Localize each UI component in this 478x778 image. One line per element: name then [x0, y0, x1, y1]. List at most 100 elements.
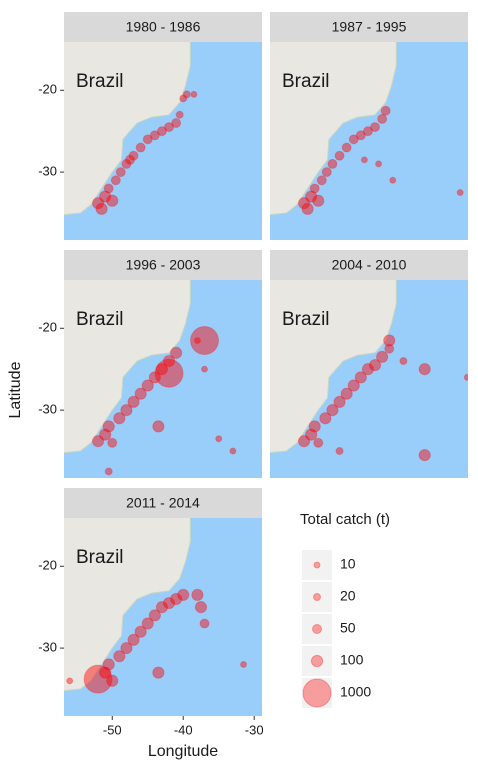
- point: [316, 175, 327, 186]
- point: [141, 379, 154, 392]
- point: [193, 337, 201, 345]
- legend-symbol: [302, 678, 332, 708]
- point: [103, 183, 114, 194]
- point: [240, 660, 248, 668]
- point: [95, 202, 108, 216]
- point: [141, 617, 154, 630]
- y-tick-label: -20: [38, 82, 57, 97]
- point: [348, 134, 359, 145]
- point: [190, 90, 198, 98]
- point: [360, 156, 368, 164]
- point: [194, 601, 208, 614]
- ocean: [64, 280, 262, 478]
- point: [169, 592, 183, 606]
- point: [309, 183, 320, 194]
- point: [169, 346, 183, 359]
- coastline: [270, 280, 397, 454]
- point: [301, 202, 314, 216]
- facet-strip: [64, 12, 262, 42]
- country-label: Brazil: [76, 309, 124, 330]
- ocean: [270, 42, 468, 240]
- point: [305, 190, 318, 203]
- legend-title: Total catch (t): [300, 511, 390, 528]
- y-tick-label: -30: [38, 640, 57, 655]
- point: [368, 358, 382, 372]
- point: [308, 420, 321, 433]
- point: [361, 363, 375, 376]
- point: [83, 664, 113, 694]
- point: [171, 117, 182, 129]
- point: [340, 387, 353, 400]
- point: [179, 94, 188, 103]
- point: [120, 403, 133, 417]
- facet-strip: [64, 250, 262, 280]
- legend-key: [302, 614, 332, 644]
- point: [148, 609, 161, 622]
- point: [152, 420, 165, 433]
- point: [384, 343, 395, 354]
- point: [355, 130, 366, 141]
- legend-label: 20: [340, 588, 356, 604]
- point: [91, 435, 105, 448]
- facet-strip: [270, 12, 468, 42]
- point: [297, 435, 311, 448]
- point: [456, 189, 464, 197]
- point: [106, 674, 119, 687]
- point: [99, 666, 112, 679]
- panel: [64, 280, 262, 478]
- legend-label: 10: [340, 556, 356, 572]
- point: [134, 625, 147, 638]
- legend-key: [302, 582, 332, 612]
- facet-strip: [270, 250, 468, 280]
- point: [135, 142, 146, 153]
- point: [107, 437, 118, 448]
- panel: [270, 42, 468, 240]
- y-tick-label: -30: [38, 164, 57, 179]
- legend-label: 50: [340, 620, 356, 636]
- panel: [64, 518, 262, 716]
- point: [321, 167, 332, 178]
- point: [375, 350, 389, 364]
- facet-title: 1980 - 1986: [126, 19, 201, 35]
- point: [128, 150, 139, 161]
- point: [418, 448, 431, 462]
- point: [121, 158, 132, 169]
- point: [99, 428, 112, 441]
- point: [148, 371, 161, 384]
- legend-symbol: [312, 592, 322, 602]
- point: [113, 650, 126, 663]
- point: [115, 167, 126, 178]
- point: [149, 130, 160, 141]
- point: [156, 126, 167, 137]
- point: [297, 197, 311, 210]
- point: [102, 420, 115, 433]
- point: [164, 122, 175, 133]
- panel: [270, 280, 468, 478]
- point: [312, 194, 325, 207]
- x-tick-label: -30: [245, 722, 264, 737]
- country-label: Brazil: [76, 547, 124, 568]
- legend-symbol: [310, 654, 324, 668]
- ocean: [64, 42, 262, 240]
- point: [110, 175, 121, 186]
- point: [327, 158, 338, 169]
- facet-strip: [64, 488, 262, 518]
- point: [162, 354, 176, 368]
- point: [104, 467, 113, 476]
- point: [319, 412, 332, 425]
- point: [142, 134, 153, 145]
- coastline: [64, 42, 191, 216]
- facet-title: 1987 - 1995: [332, 19, 407, 35]
- facet-title: 2004 - 2010: [332, 257, 407, 273]
- panel: [64, 42, 262, 240]
- y-tick-label: -20: [38, 558, 57, 573]
- y-axis-label: Latitude: [7, 361, 24, 418]
- point: [177, 588, 190, 602]
- coastline: [270, 42, 397, 216]
- point: [127, 633, 140, 647]
- facet-title: 2011 - 2014: [126, 495, 200, 511]
- point: [354, 371, 367, 384]
- point: [113, 412, 126, 425]
- point: [152, 666, 165, 679]
- y-tick-label: -20: [38, 320, 57, 335]
